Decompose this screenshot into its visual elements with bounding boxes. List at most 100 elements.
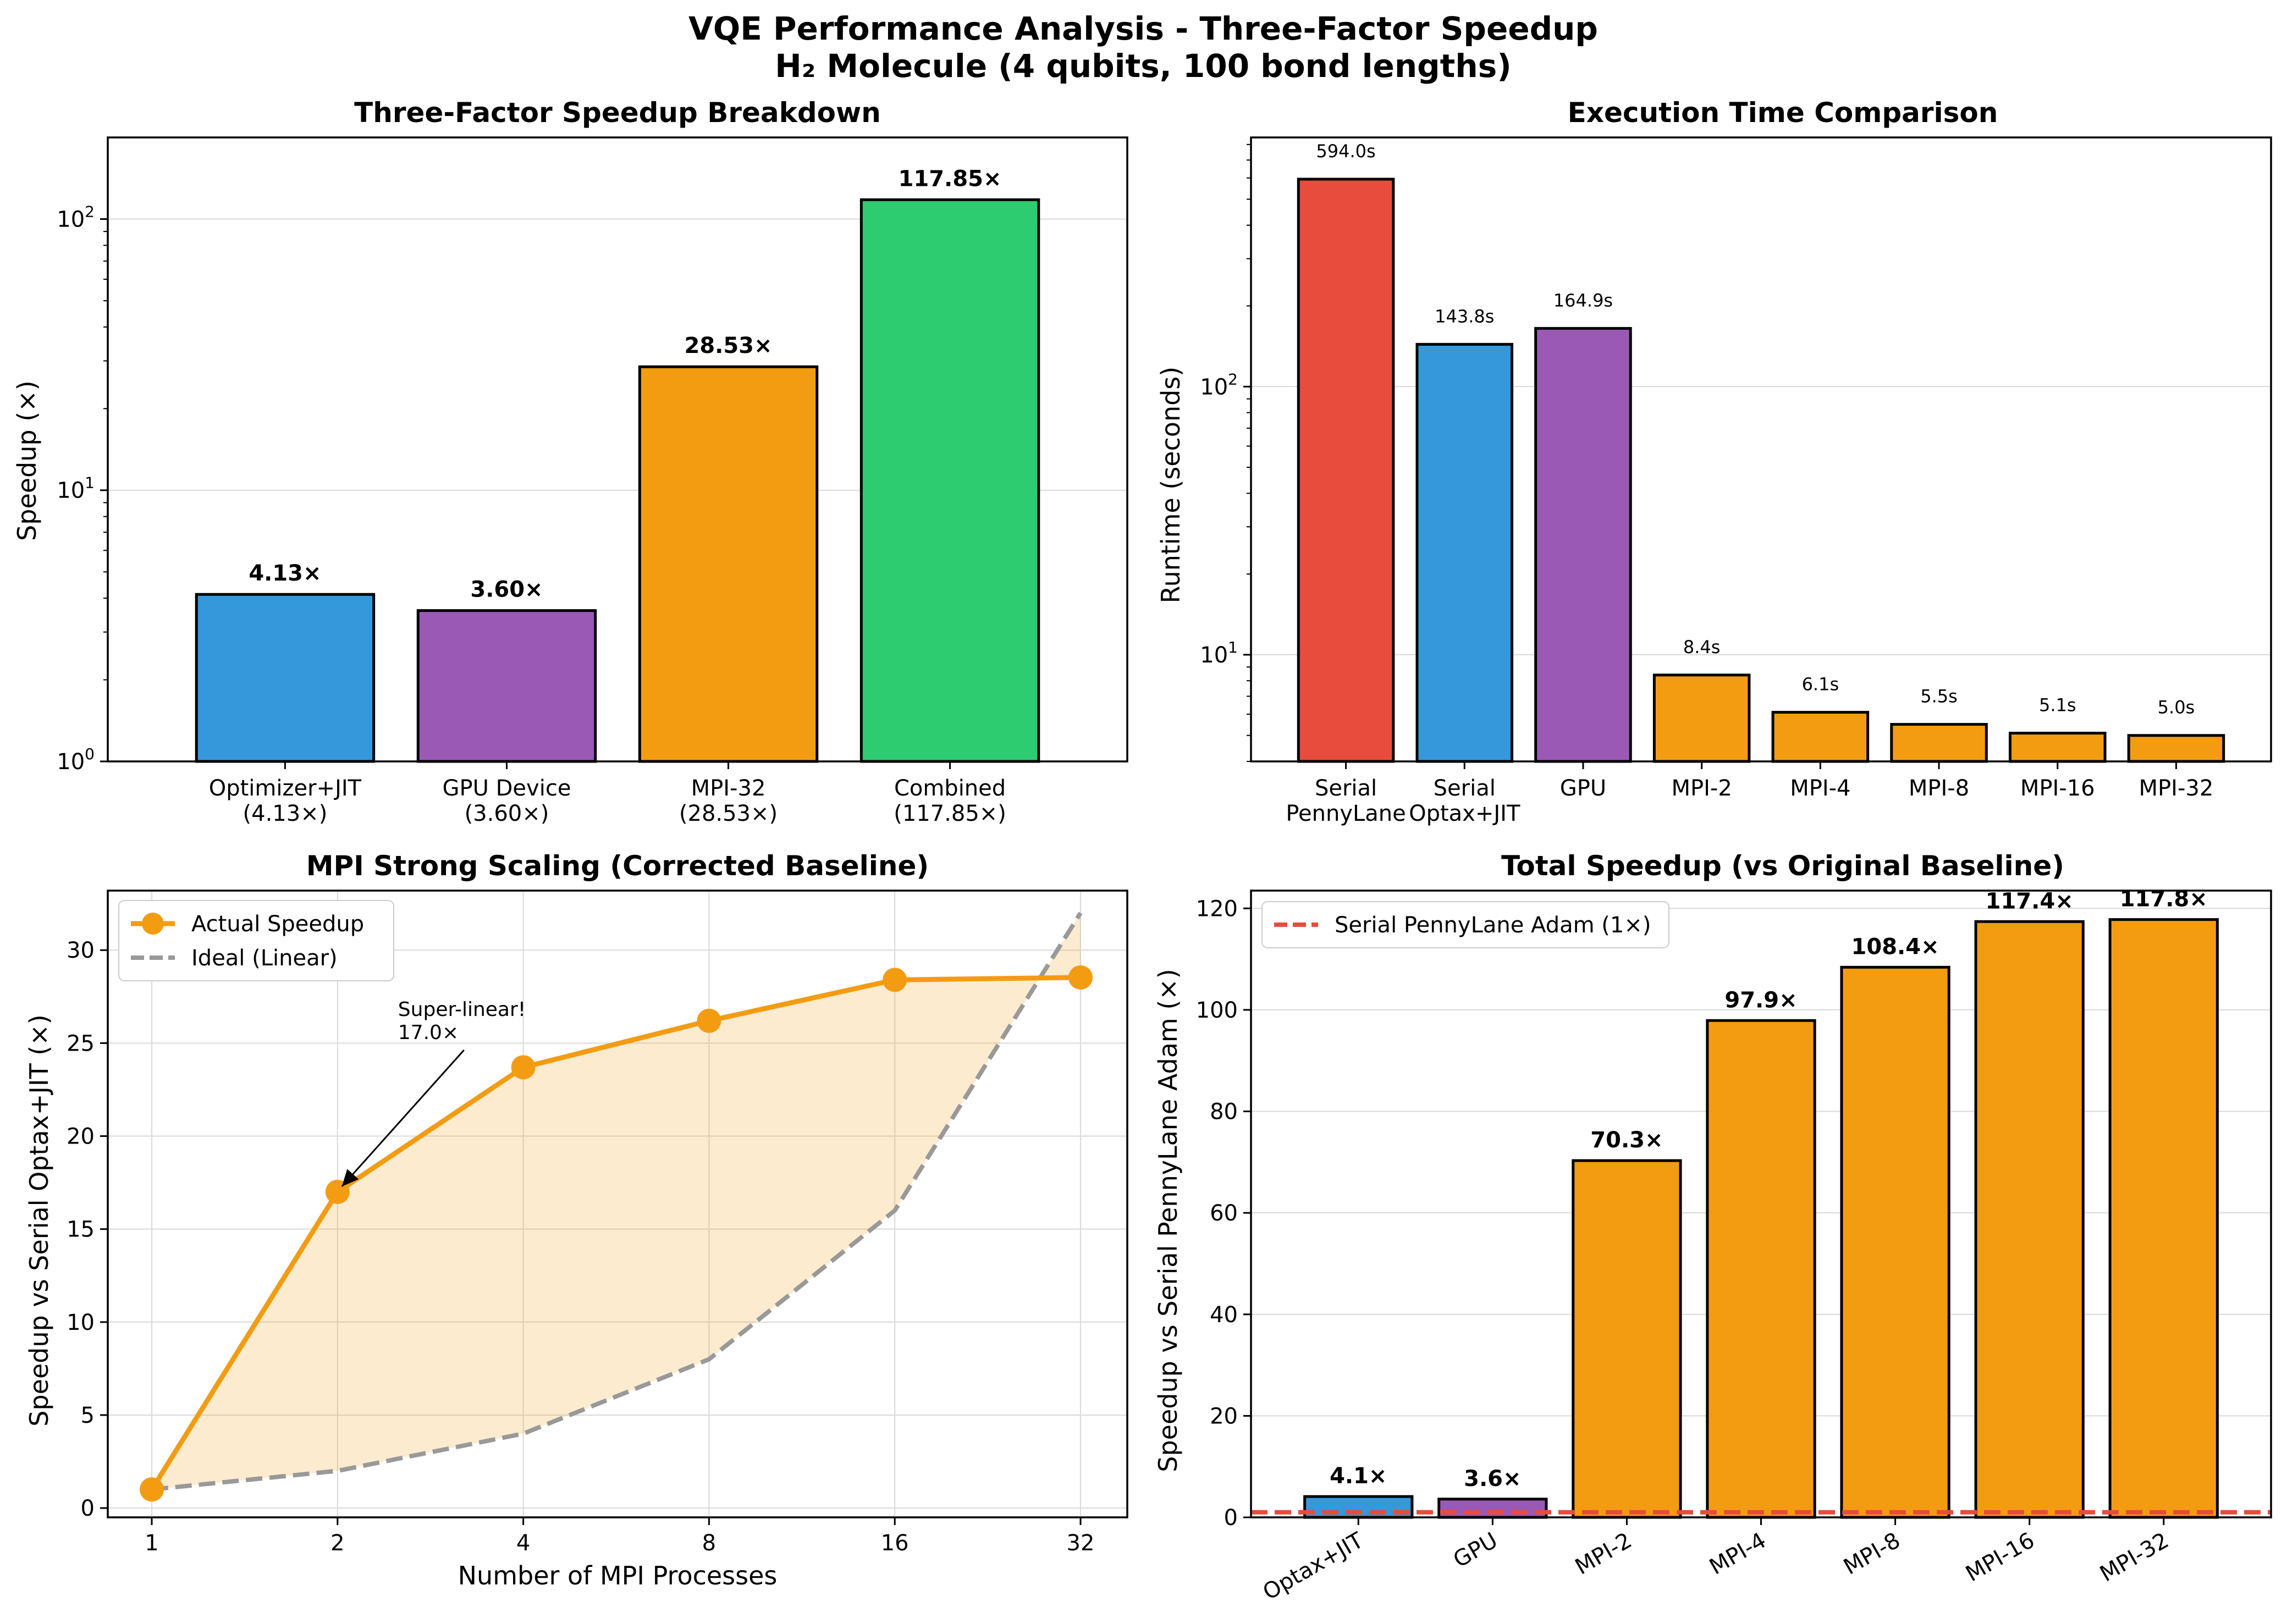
bar xyxy=(638,365,819,763)
x-tick-label: MPI-2 xyxy=(1671,776,1732,801)
value-label: 70.3× xyxy=(1590,1128,1663,1153)
bar xyxy=(1840,965,1950,1519)
y-tick-label: 5 xyxy=(81,1403,95,1428)
legend-label-reference: Serial PennyLane Adam (1×) xyxy=(1335,913,1651,938)
panel-title: Total Speedup (vs Original Baseline) xyxy=(1501,850,2064,882)
y-axis-label: Speedup vs Serial PennyLane Adam (×) xyxy=(1153,969,1183,1472)
y-tick-label: 25 xyxy=(67,1031,95,1056)
value-label: 143.8s xyxy=(1435,306,1494,327)
value-label: 28.53× xyxy=(684,333,772,358)
x-tick-label: MPI-2 xyxy=(1571,1528,1636,1580)
value-label: 594.0s xyxy=(1316,141,1375,162)
y-tick-label: 102 xyxy=(57,202,95,232)
y-tick-label: 15 xyxy=(67,1217,95,1242)
plot-area xyxy=(108,891,1127,1517)
value-label: 108.4× xyxy=(1851,934,1939,959)
fill-between-area xyxy=(152,913,1081,1490)
panel-title: Three-Factor Speedup Breakdown xyxy=(354,97,881,129)
bar xyxy=(416,609,597,763)
axes-frame xyxy=(1250,890,2272,1518)
bar xyxy=(1437,1498,1548,1519)
y-tick-label: 0 xyxy=(81,1496,95,1521)
panel-total-speedup: Total Speedup (vs Original Baseline) Spe… xyxy=(1153,850,2272,1605)
legend: Serial PennyLane Adam (1×) xyxy=(1261,901,1669,948)
x-tick-label: MPI-4 xyxy=(1705,1528,1771,1580)
x-tick-label: MPI-16 xyxy=(1961,1528,2039,1587)
panel-title: MPI Strong Scaling (Corrected Baseline) xyxy=(306,850,929,882)
value-label: 117.85× xyxy=(899,166,1002,191)
y-tick-label: 101 xyxy=(57,474,95,504)
x-axis-label: Number of MPI Processes xyxy=(458,1561,778,1590)
x-tick-label: MPI-32 (28.53×) xyxy=(679,776,778,826)
value-label: 5.0s xyxy=(2158,697,2195,718)
legend-box xyxy=(118,900,394,981)
x-tick-label: GPU Device (3.60×) xyxy=(443,776,571,826)
value-label: 4.1× xyxy=(1330,1463,1387,1489)
y-tick-label: 10 xyxy=(67,1310,95,1335)
x-tick-label: Optax+JIT xyxy=(1259,1528,1368,1605)
panel-speedup-breakdown: Three-Factor Speedup Breakdown Speedup (… xyxy=(12,97,1128,826)
value-label: 164.9s xyxy=(1553,290,1613,311)
x-tick-label: MPI-4 xyxy=(1790,776,1850,801)
panel-title: Execution Time Comparison xyxy=(1568,97,1998,129)
value-label: 5.5s xyxy=(1920,686,1958,707)
value-label: 8.4s xyxy=(1683,637,1721,658)
x-tick-label: 16 xyxy=(881,1531,909,1556)
value-label: 117.4× xyxy=(1986,888,2074,914)
series-actual-marker xyxy=(140,1477,164,1502)
y-tick-label: 100 xyxy=(1196,998,1238,1023)
y-axis-label: Speedup vs Serial Optax+JIT (×) xyxy=(24,1014,54,1426)
y-tick-label: 30 xyxy=(67,938,95,963)
annotation-arrow-head xyxy=(341,1169,359,1187)
series-actual-marker xyxy=(883,968,907,992)
x-tick-label: 2 xyxy=(330,1531,344,1556)
x-tick-label: GPU xyxy=(1560,776,1606,801)
series-actual-marker xyxy=(697,1008,721,1033)
axes-frame xyxy=(107,890,1128,1518)
axes-frame xyxy=(1250,136,2272,763)
bar xyxy=(1415,343,1514,763)
x-tick-label: MPI-32 xyxy=(2139,776,2214,801)
annotation-value: 17.0× xyxy=(398,1021,459,1044)
y-tick-label: 20 xyxy=(1210,1404,1238,1429)
bar xyxy=(1572,1159,1682,1519)
figure-title-line2: H₂ Molecule (4 qubits, 100 bond lengths) xyxy=(775,47,1511,85)
x-tick-label: MPI-16 xyxy=(2020,776,2095,801)
x-tick-label: 32 xyxy=(1067,1531,1095,1556)
value-label: 97.9× xyxy=(1724,987,1797,1013)
series-actual-line xyxy=(150,975,1081,1491)
x-tick-label: Serial Optax+JIT xyxy=(1409,776,1520,826)
value-label: 4.13× xyxy=(249,561,321,586)
x-tick-label: 1 xyxy=(145,1531,158,1556)
series-ideal-line xyxy=(151,912,1083,1492)
value-label: 3.6× xyxy=(1464,1466,1521,1492)
panel-execution-time: Execution Time Comparison Runtime (secon… xyxy=(1156,97,2272,826)
x-tick-label: Serial PennyLane xyxy=(1286,776,1406,826)
series-actual-marker xyxy=(1068,965,1093,990)
value-label: 3.60× xyxy=(470,577,543,603)
figure-title-line1: VQE Performance Analysis - Three-Factor … xyxy=(688,10,1598,47)
bar xyxy=(195,593,376,763)
x-tick-label: 8 xyxy=(702,1531,716,1556)
axes-frame xyxy=(107,136,1128,763)
bar xyxy=(2108,918,2219,1519)
annotation-arrow-line xyxy=(341,1049,465,1187)
bar xyxy=(1890,723,1988,763)
plot-area xyxy=(1251,137,2271,761)
x-tick-label: MPI-32 xyxy=(2096,1528,2173,1587)
x-tick-label: Combined (117.85×) xyxy=(894,776,1006,826)
y-tick-label: 20 xyxy=(67,1124,95,1150)
y-tick-label: 80 xyxy=(1210,1100,1238,1125)
x-tick-label: Optimizer+JIT (4.13×) xyxy=(209,776,362,826)
bar xyxy=(2127,734,2225,763)
bar xyxy=(1771,711,1870,763)
bar xyxy=(1534,327,1632,763)
bar xyxy=(1706,1019,1816,1519)
x-tick-label: GPU xyxy=(1449,1528,1502,1573)
bar xyxy=(1297,178,1395,763)
legend-box xyxy=(1261,901,1669,948)
y-tick-label: 100 xyxy=(57,745,95,775)
series-actual-marker xyxy=(511,1055,536,1080)
value-label: 6.1s xyxy=(1802,674,1839,695)
